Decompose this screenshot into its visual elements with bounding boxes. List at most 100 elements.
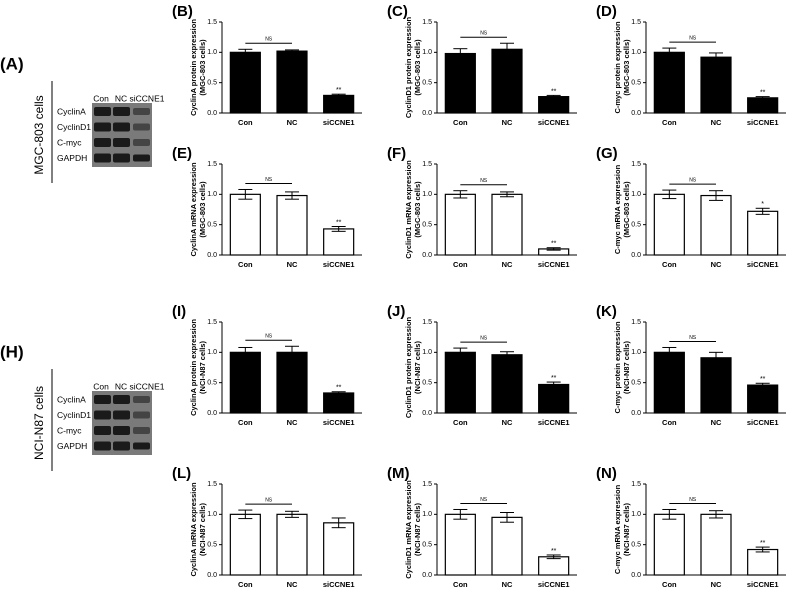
blot-band xyxy=(94,395,111,404)
y-tick-label: 1.0 xyxy=(207,49,217,56)
x-tick-label: NC xyxy=(502,118,513,127)
bar xyxy=(229,51,261,114)
bar xyxy=(700,194,732,256)
y-tick-label: 1.5 xyxy=(207,161,217,168)
y-axis-label: CyclinD1 protein expression xyxy=(404,316,413,418)
bar xyxy=(653,51,685,114)
y-tick-label: 1.0 xyxy=(422,49,432,56)
significance-label: ** xyxy=(760,376,766,383)
x-tick-label: siCCNE1 xyxy=(747,418,779,427)
y-tick-label: 0.0 xyxy=(422,252,432,259)
y-axis-label: CyclinD1 mRNA expression xyxy=(404,160,413,259)
significance-label: ** xyxy=(551,241,557,248)
panel-label: (C) xyxy=(387,3,408,20)
x-tick-label: Con xyxy=(453,260,468,269)
blot-band xyxy=(133,123,150,131)
x-tick-label: NC xyxy=(502,418,513,427)
x-tick-label: Con xyxy=(453,580,468,589)
y-axis-label: CyclinD1 mRNA expression xyxy=(404,480,413,579)
significance-label: ** xyxy=(551,375,557,382)
y-axis-label: (MGC-803 cells) xyxy=(622,39,631,96)
x-tick-label: NC xyxy=(711,580,722,589)
blot-band xyxy=(113,441,130,451)
y-tick-label: 0.0 xyxy=(631,410,641,417)
blot-band xyxy=(94,441,111,451)
panel-label: (E) xyxy=(172,145,192,162)
bar xyxy=(700,357,732,414)
y-axis-label: CyclinA mRNA expression xyxy=(189,162,198,256)
blot-band xyxy=(113,122,130,132)
y-axis-label: (NCI-N87 cells) xyxy=(413,341,422,394)
panel-label: (N) xyxy=(596,465,617,482)
bar xyxy=(747,548,779,576)
y-tick-label: 0.0 xyxy=(207,410,217,417)
bar xyxy=(653,513,685,576)
panel-label: (L) xyxy=(172,465,191,482)
ns-label: NS xyxy=(689,35,697,41)
y-tick-label: 0.5 xyxy=(422,80,432,87)
x-tick-label: siCCNE1 xyxy=(538,418,570,427)
blot-band xyxy=(133,396,150,403)
y-tick-label: 0.0 xyxy=(631,572,641,579)
y-tick-label: 0.0 xyxy=(631,252,641,259)
x-tick-label: siCCNE1 xyxy=(323,418,355,427)
panel-label: (J) xyxy=(387,303,405,320)
y-axis-label: (NCI-N87 cells) xyxy=(198,503,207,556)
lane-label: siCCNE1 xyxy=(130,93,165,103)
x-tick-label: NC xyxy=(287,118,298,127)
protein-label: GAPDH xyxy=(57,153,87,163)
y-tick-label: 0.5 xyxy=(631,542,641,549)
y-tick-label: 0.5 xyxy=(207,222,217,229)
ns-label: NS xyxy=(265,497,273,503)
x-tick-label: Con xyxy=(662,580,677,589)
y-axis-label: (NCI-N87 cells) xyxy=(622,341,631,394)
panel-label: (B) xyxy=(172,3,193,20)
bar xyxy=(444,193,476,256)
bar xyxy=(444,52,476,114)
y-tick-label: 1.5 xyxy=(631,319,641,326)
ns-label: NS xyxy=(480,335,488,341)
y-tick-label: 0.5 xyxy=(631,380,641,387)
significance-label: ** xyxy=(336,385,342,392)
x-tick-label: siCCNE1 xyxy=(538,260,570,269)
bar xyxy=(229,513,261,576)
y-axis-label: (MGC-803 cells) xyxy=(198,181,207,238)
x-tick-label: siCCNE1 xyxy=(747,118,779,127)
protein-label: CyclinA xyxy=(57,106,86,116)
y-tick-label: 0.0 xyxy=(207,252,217,259)
bar xyxy=(491,516,523,576)
x-tick-label: Con xyxy=(662,260,677,269)
protein-label: C-myc xyxy=(57,137,82,147)
x-tick-label: siCCNE1 xyxy=(538,580,570,589)
panel-label: (F) xyxy=(387,145,406,162)
y-tick-label: 1.0 xyxy=(631,191,641,198)
y-tick-label: 1.0 xyxy=(207,511,217,518)
x-tick-label: Con xyxy=(662,118,677,127)
y-axis-label: C-myc protein expression xyxy=(613,321,622,414)
ns-label: NS xyxy=(480,178,488,184)
significance-label: ** xyxy=(336,87,342,94)
panel-label: (I) xyxy=(172,303,186,320)
blot-band xyxy=(94,122,111,132)
cell-line-label: NCI-N87 cells xyxy=(32,386,46,460)
ns-label: NS xyxy=(480,31,488,37)
y-tick-label: 0.0 xyxy=(422,110,432,117)
x-tick-label: NC xyxy=(502,260,513,269)
protein-label: CyclinA xyxy=(57,394,86,404)
significance-label: * xyxy=(761,201,764,208)
y-tick-label: 0.0 xyxy=(631,110,641,117)
blot-band xyxy=(133,411,150,419)
bar xyxy=(538,96,570,114)
significance-label: ** xyxy=(551,548,557,555)
lane-label: Con xyxy=(93,93,109,103)
bar xyxy=(538,383,570,414)
x-tick-label: Con xyxy=(238,580,253,589)
panel-label: (H) xyxy=(0,342,24,361)
y-tick-label: 1.5 xyxy=(631,19,641,26)
blot-band xyxy=(94,107,111,116)
bar xyxy=(538,556,570,576)
blot-band xyxy=(133,427,150,434)
x-tick-label: siCCNE1 xyxy=(747,260,779,269)
bar xyxy=(323,522,355,576)
